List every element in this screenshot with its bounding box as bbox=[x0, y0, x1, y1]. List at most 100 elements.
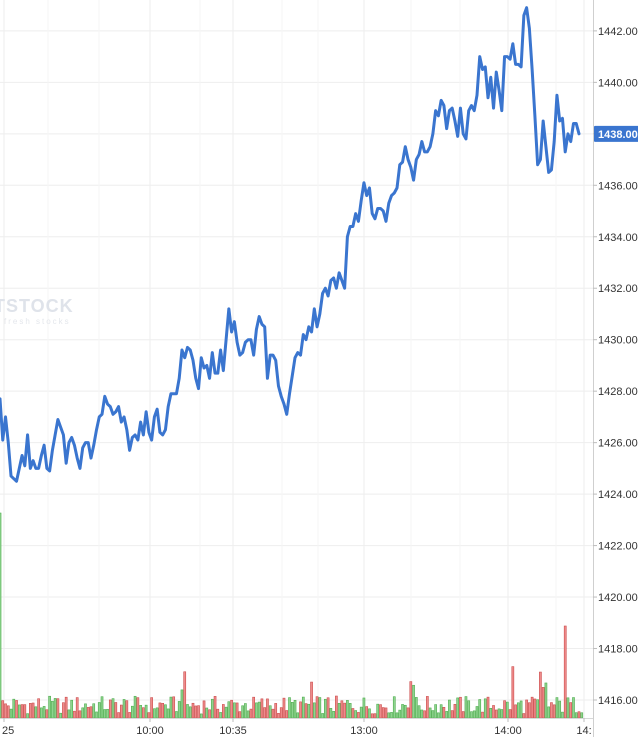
volume-bar bbox=[208, 709, 211, 719]
volume-bar bbox=[324, 698, 327, 719]
volume-bar bbox=[500, 709, 504, 719]
y-tick-label: 1420.00 bbox=[598, 592, 638, 604]
y-tick-label: 1426.00 bbox=[598, 438, 638, 450]
volume-bar bbox=[150, 697, 153, 719]
volume-bar bbox=[249, 708, 253, 719]
volume-bar bbox=[263, 707, 267, 719]
y-tick-label: 1442.00 bbox=[598, 26, 638, 38]
volume-bar bbox=[128, 712, 131, 719]
volume-bar bbox=[483, 698, 487, 719]
volume-bar bbox=[26, 713, 29, 719]
volume-bar bbox=[434, 704, 437, 719]
volume-bar bbox=[376, 703, 380, 719]
volume-bar bbox=[456, 697, 460, 719]
volume-bar bbox=[144, 704, 148, 719]
volume-bar bbox=[59, 712, 62, 719]
volume-bar bbox=[580, 712, 584, 719]
volume-bar bbox=[475, 706, 479, 719]
y-tick-label: 1424.00 bbox=[598, 489, 638, 501]
volume-bar bbox=[48, 695, 51, 719]
volume-bar bbox=[153, 708, 156, 719]
volume-bar bbox=[398, 709, 402, 719]
volume-bar bbox=[329, 707, 333, 719]
volume-bar bbox=[244, 703, 247, 719]
volume-bar bbox=[139, 705, 142, 719]
volume-bar bbox=[4, 703, 7, 719]
volume-bar bbox=[147, 712, 151, 719]
volume-bar bbox=[318, 697, 322, 719]
volume-bar bbox=[431, 710, 435, 719]
volume-bar bbox=[409, 681, 413, 719]
volume-bar bbox=[552, 704, 556, 719]
volume-bar bbox=[511, 666, 515, 719]
current-price-tag: 1438.00 bbox=[594, 125, 638, 142]
volume-bar bbox=[478, 699, 482, 719]
volume-bar bbox=[186, 704, 189, 719]
volume-bar bbox=[437, 712, 440, 719]
y-tick-label: 1416.00 bbox=[598, 695, 638, 707]
volume-bar bbox=[423, 710, 426, 719]
volume-bar bbox=[304, 703, 308, 719]
volume-bar bbox=[17, 704, 21, 719]
volume-bar bbox=[417, 705, 421, 719]
volume-bar bbox=[533, 698, 537, 719]
volume-bar bbox=[384, 707, 388, 719]
volume-bar bbox=[525, 699, 528, 719]
volume-bar bbox=[508, 709, 512, 719]
volume-bar bbox=[448, 699, 451, 719]
volume-bar bbox=[230, 699, 233, 719]
volume-bar bbox=[445, 711, 448, 719]
volume-bar bbox=[125, 700, 129, 719]
volume-bar bbox=[519, 700, 523, 719]
volume-bar bbox=[453, 704, 457, 719]
volume-bar bbox=[558, 700, 562, 719]
volume-bar bbox=[111, 698, 115, 719]
volume-bar bbox=[332, 711, 335, 719]
volume-bar bbox=[271, 708, 275, 719]
y-tick-label: 1434.00 bbox=[598, 232, 638, 244]
volume-bar bbox=[210, 698, 214, 719]
volume-bar bbox=[293, 700, 297, 719]
volume-bar bbox=[301, 696, 305, 719]
volume-bar bbox=[164, 704, 167, 719]
volume-bar bbox=[310, 681, 313, 719]
volume-bar bbox=[464, 696, 468, 719]
volume-bar bbox=[343, 702, 346, 719]
x-tick-label: 10:35 bbox=[219, 725, 247, 737]
volume-bar bbox=[166, 708, 170, 719]
volume-bar bbox=[37, 698, 40, 719]
volume-bar bbox=[359, 706, 363, 719]
volume-bar bbox=[530, 696, 534, 719]
volume-bar bbox=[522, 713, 526, 719]
volume-bar bbox=[503, 700, 506, 719]
volume-bar bbox=[62, 702, 65, 719]
volume-bar bbox=[279, 707, 283, 719]
volume-bar bbox=[340, 700, 344, 719]
volume-bar bbox=[95, 711, 98, 719]
volume-bar bbox=[199, 713, 203, 719]
volume-bar bbox=[227, 701, 231, 719]
volume-bar bbox=[362, 697, 366, 719]
price-tag-label: 1438.00 bbox=[598, 129, 638, 141]
volume-bar bbox=[395, 712, 399, 719]
volume-bar bbox=[9, 708, 13, 719]
volume-bar bbox=[6, 705, 10, 719]
volume-bar bbox=[379, 704, 382, 719]
volume-bar bbox=[1, 700, 5, 719]
volume-bar bbox=[86, 707, 90, 719]
volume-bar bbox=[0, 512, 2, 719]
volume-bar bbox=[392, 696, 396, 719]
volume-bar bbox=[89, 706, 93, 719]
grid-lines bbox=[0, 0, 593, 718]
volume-bar bbox=[351, 708, 355, 719]
volume-bar bbox=[492, 705, 495, 719]
volume-bars bbox=[0, 512, 584, 719]
volume-bar bbox=[467, 700, 471, 719]
volume-bar bbox=[357, 712, 360, 719]
volume-bar bbox=[252, 696, 255, 719]
x-axis-ticks: 25 10:00 10:35 13:00 14:00 14: bbox=[2, 718, 592, 737]
volume-bar bbox=[122, 699, 126, 719]
volume-bar bbox=[31, 702, 35, 719]
